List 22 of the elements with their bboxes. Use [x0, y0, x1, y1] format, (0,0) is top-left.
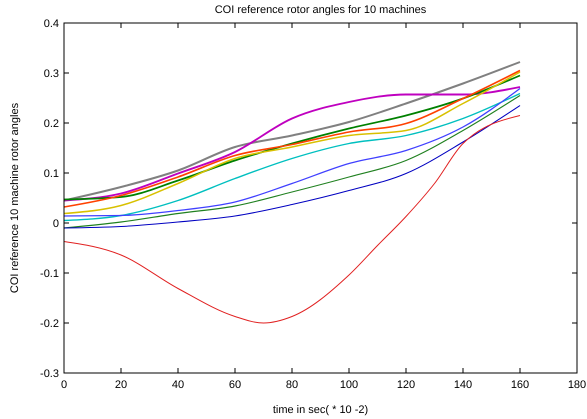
chart-title: COI reference rotor angles for 10 machines [214, 4, 427, 16]
y-tick-label: 0 [52, 218, 59, 230]
y-tick-label: 0.4 [44, 18, 59, 30]
x-tick-label: 0 [60, 379, 68, 391]
x-tick-label: 160 [510, 379, 530, 391]
x-tick-label: 80 [286, 379, 298, 391]
x-axis-title: time in sec( * 10 -2) [272, 404, 368, 416]
x-tick-label: 100 [340, 379, 358, 391]
y-tick-label: 0.1 [44, 168, 59, 180]
x-tick-label: 20 [114, 379, 128, 391]
y-tick-label: -0.1 [40, 268, 59, 280]
x-tick-label: 140 [454, 379, 472, 391]
x-tick-label: 40 [172, 379, 184, 391]
y-tick-label: -0.2 [40, 318, 59, 330]
line-series [64, 115, 520, 324]
y-tick-label: 0.3 [44, 68, 59, 80]
y-tick-label: -0.3 [40, 368, 59, 380]
y-axis-title: COI reference 10 machine rotor angles [9, 102, 21, 294]
x-tick-label: 60 [228, 379, 242, 391]
x-tick-label: 120 [396, 379, 416, 391]
x-tick-label: 180 [568, 379, 586, 391]
y-tick-label: 0.2 [44, 118, 59, 130]
